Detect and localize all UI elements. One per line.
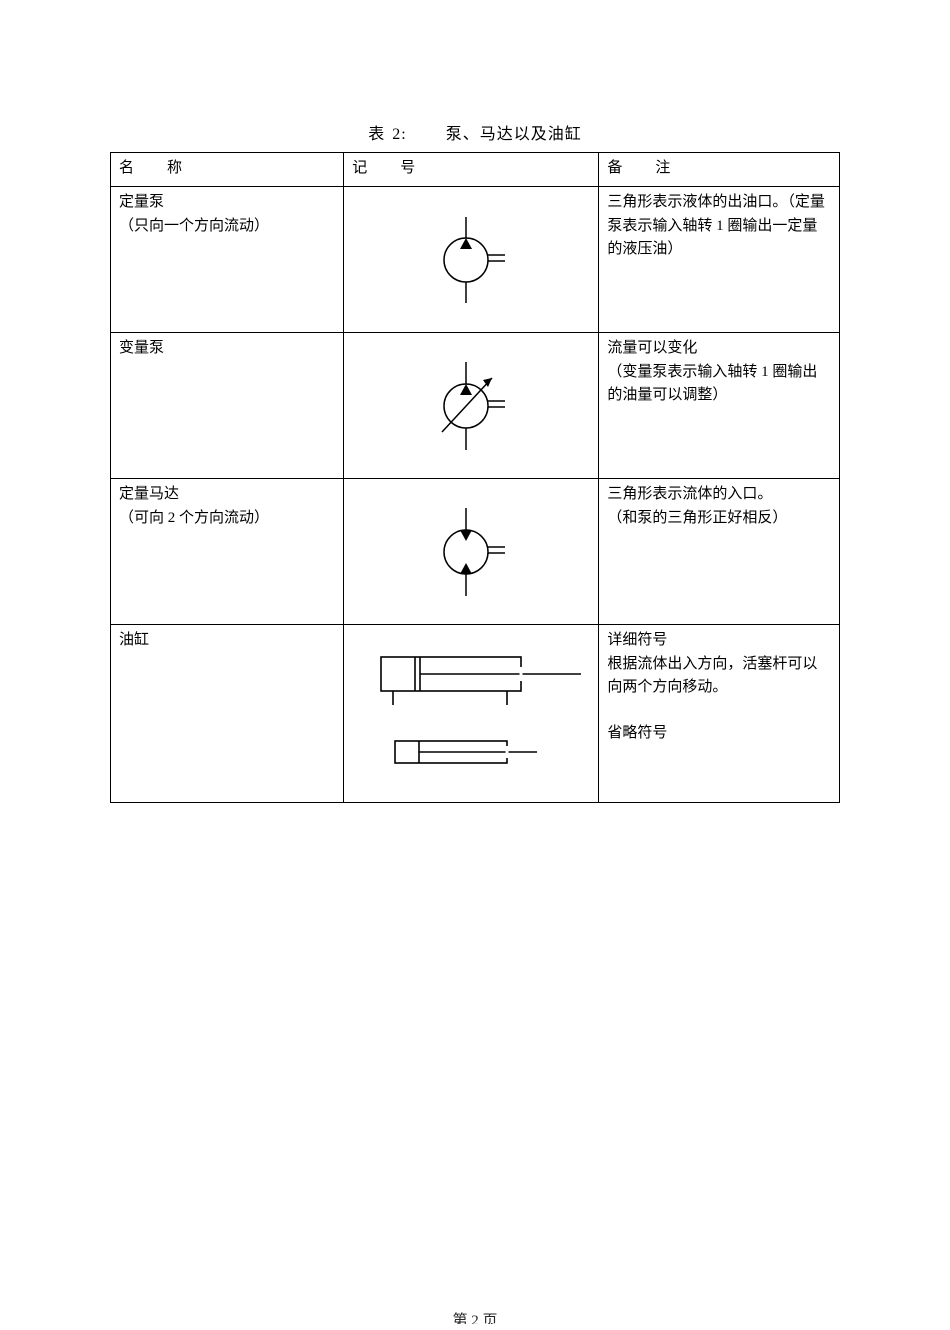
cell-name: 油缸 — [111, 625, 344, 803]
note-text: 三角形表示液体的出油口。（定量泵表示输入轴转 1 圈输出一定量的液压油） — [607, 194, 825, 257]
name-line1: 定量马达 — [119, 483, 335, 506]
table-row: 定量泵 （只向一个方向流动） — [111, 187, 840, 333]
header-note: 备注 — [599, 153, 840, 187]
table-row: 油缸 — [111, 625, 840, 803]
cell-symbol — [344, 333, 599, 479]
name-line2: （只向一个方向流动） — [119, 215, 335, 238]
table-row: 定量马达 （可向 2 个方向流动） — [111, 479, 840, 625]
table-caption: 表 2: 泵、马达以及油缸 — [110, 120, 840, 144]
header-name: 名称 — [111, 153, 344, 187]
cell-note: 三角形表示流体的入口。 （和泵的三角形正好相反） — [599, 479, 840, 625]
name-line1: 油缸 — [119, 629, 335, 652]
note-text: 三角形表示流体的入口。 （和泵的三角形正好相反） — [607, 483, 831, 530]
table-row: 变量泵 — [111, 333, 840, 479]
cell-name: 定量马达 （可向 2 个方向流动） — [111, 479, 344, 625]
symbols-table: 名称 记号 备注 定量泵 （只向一个方向流动） — [110, 152, 840, 803]
caption-title: 泵、马达以及油缸 — [446, 126, 582, 143]
name-line1: 变量泵 — [119, 337, 335, 360]
cell-symbol — [344, 479, 599, 625]
cell-note: 流量可以变化 （变量泵表示输入轴转 1 圈输出的油量可以调整） — [599, 333, 840, 479]
page: 表 2: 泵、马达以及油缸 名称 记号 备注 — [0, 0, 950, 803]
note-text: 详细符号 根据流体出入方向，活塞杆可以向两个方向移动。 省略符号 — [607, 629, 831, 745]
fixed-motor-icon — [411, 492, 531, 612]
caption-number: 2: — [392, 126, 406, 143]
cylinder-icon — [351, 629, 591, 799]
name-line1: 定量泵 — [119, 191, 335, 214]
variable-pump-icon — [406, 346, 536, 466]
cell-note: 三角形表示液体的出油口。（定量泵表示输入轴转 1 圈输出一定量的液压油） — [599, 187, 840, 333]
header-symbol: 记号 — [344, 153, 599, 187]
page-number: 第 2 页 — [452, 1313, 497, 1324]
page-footer: 第 2 页 — [0, 1310, 950, 1324]
table-header-row: 名称 记号 备注 — [111, 153, 840, 187]
name-line2: （可向 2 个方向流动） — [119, 507, 335, 530]
note-text: 流量可以变化 （变量泵表示输入轴转 1 圈输出的油量可以调整） — [607, 337, 831, 407]
cell-symbol — [344, 187, 599, 333]
cell-name: 变量泵 — [111, 333, 344, 479]
cell-name: 定量泵 （只向一个方向流动） — [111, 187, 344, 333]
cell-symbol — [344, 625, 599, 803]
cell-note: 详细符号 根据流体出入方向，活塞杆可以向两个方向移动。 省略符号 — [599, 625, 840, 803]
fixed-pump-icon — [411, 205, 531, 315]
caption-prefix: 表 — [368, 126, 385, 143]
